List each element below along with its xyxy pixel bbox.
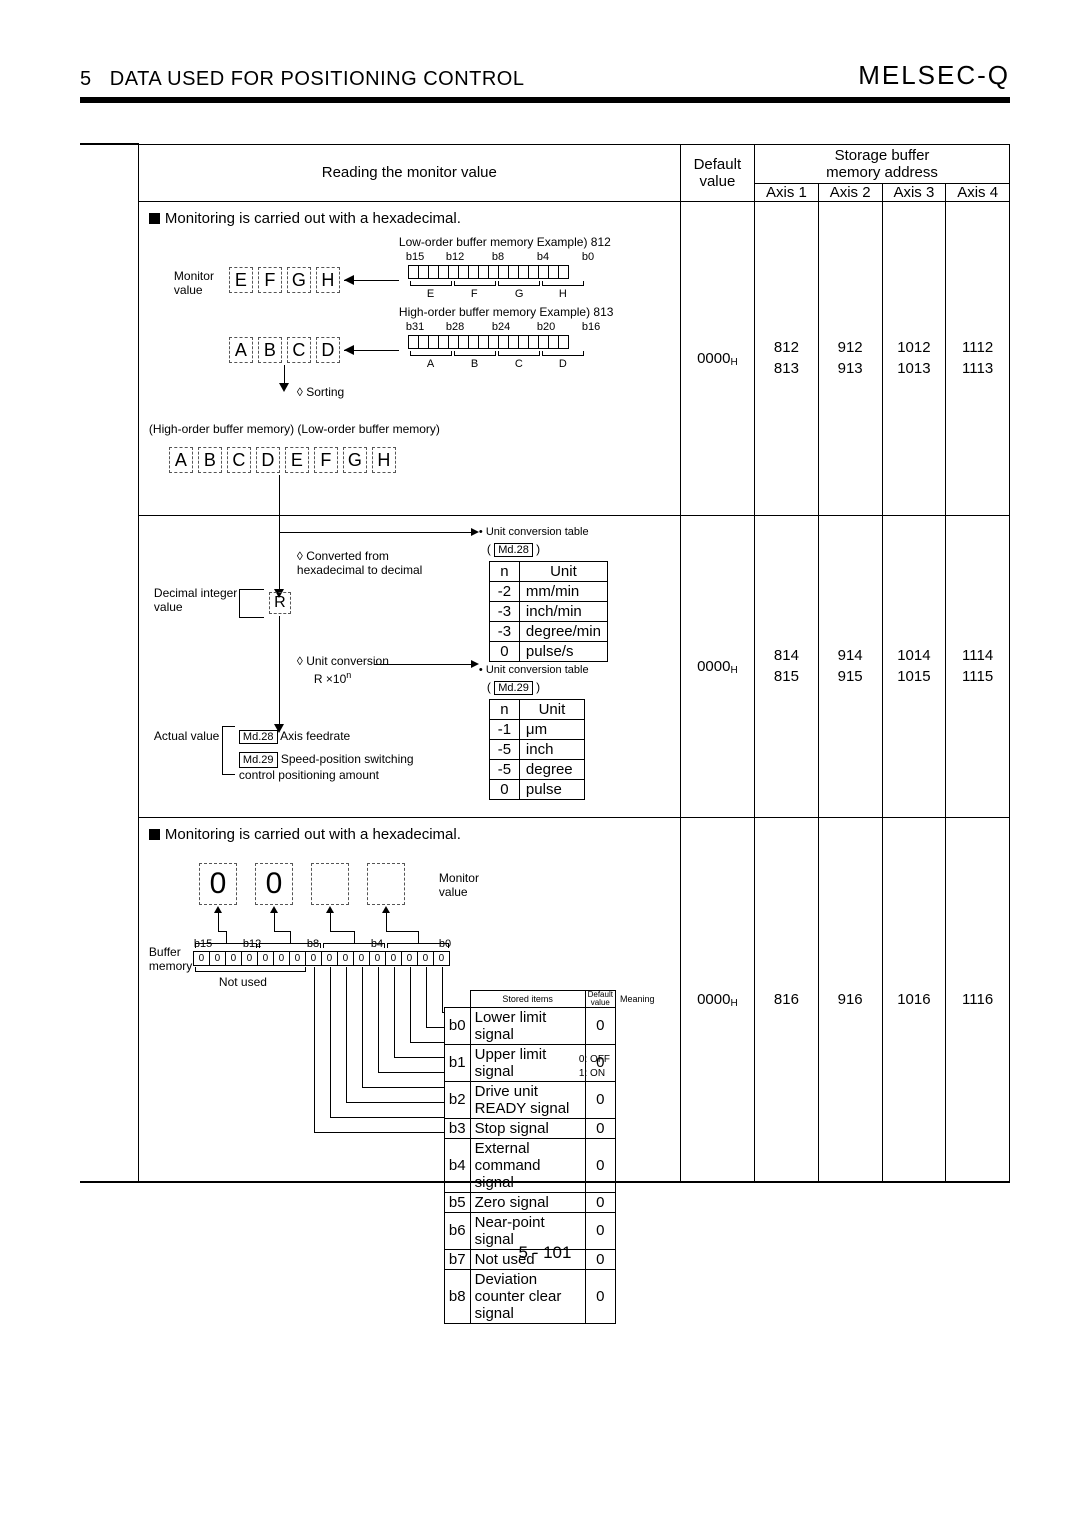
row3-axis4: 1116 (946, 817, 1010, 1182)
unit-table-1: nUnit-2mm/min-3inch/min-3degree/min0puls… (489, 561, 608, 662)
chapter-text: DATA USED FOR POSITIONING CONTROL (110, 68, 525, 90)
row2-axis2: 914 915 (818, 515, 882, 817)
row3-axis3: 1016 (882, 817, 946, 1182)
row3-default: 0000H (680, 817, 754, 1182)
meaning-text: 0: OFF 1: ON (579, 1053, 610, 1081)
row1-axis1: 812 813 (755, 201, 819, 515)
row1-diagram: Monitor value E F G H A B C (149, 227, 670, 507)
row1-default: 0000H (680, 201, 754, 515)
hex-C: C (287, 337, 311, 363)
th-default: Default value (680, 144, 754, 201)
row3-mv-label: Monitor value (439, 871, 479, 899)
hex-E: E (229, 267, 253, 293)
chapter-num: 5 (80, 68, 92, 90)
chapter-title: 5 DATA USED FOR POSITIONING CONTROL (80, 68, 524, 91)
row3-note: Monitoring is carried out with a hexadec… (149, 826, 670, 843)
th-storage: Storage buffer memory address (755, 144, 1010, 183)
row3-axis2: 916 (818, 817, 882, 1182)
header-rule (80, 97, 1010, 103)
row2-axis4: 1114 1115 (946, 515, 1010, 817)
table-row-1: Monitoring is carried out with a hexadec… (80, 201, 1010, 515)
row2-axis3: 1014 1015 (882, 515, 946, 817)
combined-group: ABCDEFGH (169, 447, 396, 473)
lead-column (80, 144, 138, 1182)
page-header: 5 DATA USED FOR POSITIONING CONTROL MELS… (80, 60, 1010, 91)
row2-diagram: ◊ Converted from hexadecimal to decimal … (149, 524, 670, 809)
page: 5 DATA USED FOR POSITIONING CONTROL MELS… (0, 0, 1080, 1293)
th-reading: Reading the monitor value (138, 144, 680, 201)
brand: MELSEC-Q (858, 60, 1010, 91)
row3-axis1: 816 (755, 817, 819, 1182)
hex-D: D (316, 337, 340, 363)
efgh-group: E F G H (229, 267, 340, 293)
hex-H: H (316, 267, 340, 293)
th-axis4: Axis 4 (946, 183, 1010, 201)
th-axis2: Axis 2 (818, 183, 882, 201)
actual-label: Actual value (154, 729, 219, 743)
row2-content: ◊ Converted from hexadecimal to decimal … (138, 515, 680, 817)
main-table: Reading the monitor value Default value … (80, 143, 1010, 1183)
big-hex-group: 00 (199, 863, 405, 905)
row2-default: 0000H (680, 515, 754, 817)
formula: R ×10n (314, 670, 351, 686)
row3-content: Monitoring is carried out with a hexadec… (138, 817, 680, 1182)
row2-axis1: 814 815 (755, 515, 819, 817)
decimal-label: Decimal integer value (154, 586, 237, 614)
row1-axis4: 1112 1113 (946, 201, 1010, 515)
r-box: R (269, 592, 291, 614)
table-row-3: Monitoring is carried out with a hexadec… (80, 817, 1010, 1182)
unit-table-2: nUnit-1μm-5inch-5degree0pulse (489, 699, 585, 800)
low-title: Low-order buffer memory Example) 812 (399, 235, 611, 249)
abcd-group: A B C D (229, 337, 340, 363)
buffer-grid: 0000000000000000 (194, 951, 450, 968)
row3-diagram: 00 Monitor value Buffer memory 000000000… (149, 843, 670, 1173)
hex-B: B (258, 337, 282, 363)
md29: Md.29 Speed-position switching control p… (239, 752, 414, 784)
row1-content: Monitoring is carried out with a hexadec… (138, 201, 680, 515)
buffer-label: Buffer memory (149, 945, 192, 973)
table-row-2: ◊ Converted from hexadecimal to decimal … (80, 515, 1010, 817)
not-used: Not used (219, 975, 267, 989)
high-title: High-order buffer memory Example) 813 (399, 305, 614, 319)
unit-conv-label: ◊ Unit conversion (297, 654, 389, 668)
th-axis3: Axis 3 (882, 183, 946, 201)
th-axis1: Axis 1 (755, 183, 819, 201)
memo: (High-order buffer memory) (Low-order bu… (149, 422, 440, 436)
signal-table: Stored itemsDefault valueMeaningb0Lower … (444, 990, 660, 1324)
hex-A: A (229, 337, 253, 363)
conv-note: ◊ Converted from hexadecimal to decimal (297, 549, 422, 578)
hex-G: G (287, 267, 311, 293)
md28: Md.28 Axis feedrate (239, 729, 350, 744)
row1-note: Monitoring is carried out with a hexadec… (149, 210, 670, 227)
hex-F: F (258, 267, 282, 293)
table1-title: • Unit conversion table (479, 526, 589, 538)
row1-axis2: 912 913 (818, 201, 882, 515)
row1-axis3: 1012 1013 (882, 201, 946, 515)
monitor-value-label: Monitor value (174, 269, 214, 297)
sorting-label: ◊ Sorting (297, 385, 344, 399)
table2-title: • Unit conversion table (479, 664, 589, 676)
